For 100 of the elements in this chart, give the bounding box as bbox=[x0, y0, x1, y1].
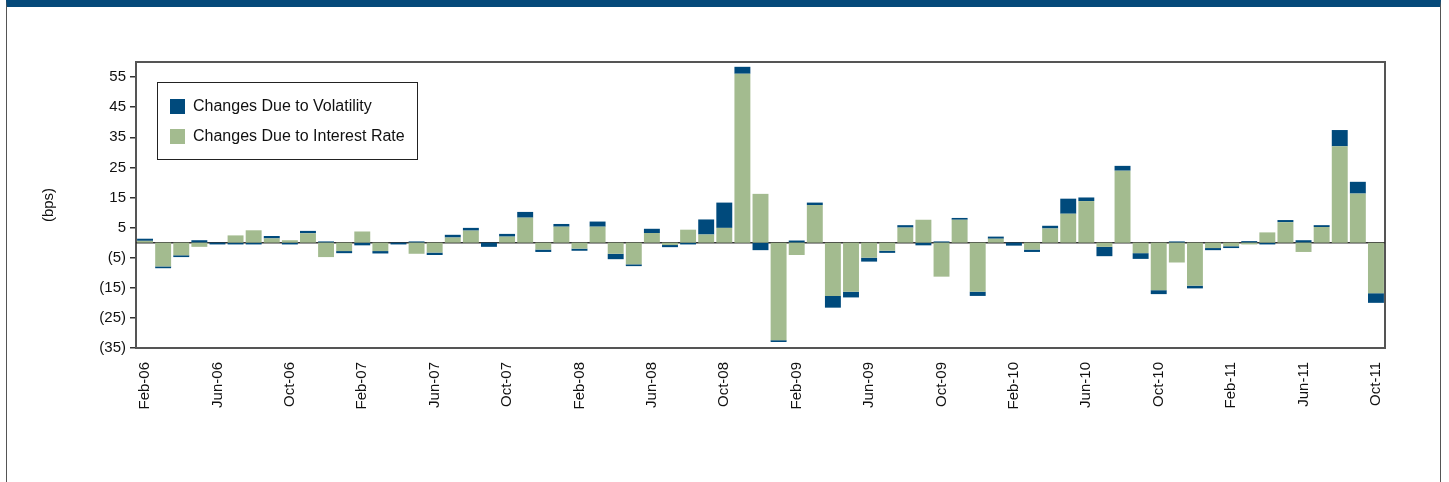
bar bbox=[1150, 242, 1167, 291]
bar bbox=[861, 242, 878, 258]
bar bbox=[1295, 242, 1312, 252]
bar bbox=[824, 295, 841, 308]
bar bbox=[499, 236, 516, 243]
bar bbox=[372, 242, 389, 252]
y-tick-label: 35 bbox=[109, 127, 126, 145]
bar bbox=[1132, 242, 1149, 254]
bar bbox=[1367, 242, 1384, 294]
x-tick-label: Jun-07 bbox=[424, 362, 442, 408]
bar bbox=[589, 226, 606, 243]
bar bbox=[1096, 246, 1113, 257]
bar bbox=[861, 257, 878, 262]
bar bbox=[1259, 232, 1276, 243]
bar bbox=[843, 242, 859, 292]
bar bbox=[1349, 181, 1366, 194]
legend-label: Changes Due to Volatility bbox=[193, 97, 372, 115]
bar bbox=[318, 242, 335, 258]
x-tick-label: Jun-10 bbox=[1076, 362, 1094, 408]
x-tick-label: Jun-09 bbox=[859, 362, 877, 408]
bar bbox=[1060, 198, 1077, 214]
bar bbox=[879, 242, 896, 251]
bar bbox=[1132, 253, 1149, 259]
bar bbox=[245, 230, 262, 243]
bar bbox=[408, 242, 425, 254]
bar bbox=[1150, 290, 1167, 295]
y-tick-label: (25) bbox=[99, 308, 126, 326]
bar bbox=[1168, 242, 1185, 263]
bar bbox=[643, 228, 660, 233]
bar bbox=[553, 226, 570, 243]
bar bbox=[155, 242, 172, 267]
bar bbox=[1331, 146, 1348, 243]
x-tick-label: Feb-11 bbox=[1221, 362, 1239, 409]
bar bbox=[716, 227, 733, 243]
bar bbox=[462, 230, 479, 243]
x-tick-label: Oct-10 bbox=[1148, 362, 1166, 408]
bar bbox=[535, 242, 552, 250]
bar bbox=[1114, 170, 1131, 243]
bar bbox=[951, 219, 968, 243]
bar bbox=[300, 233, 316, 243]
bar bbox=[589, 221, 606, 227]
bar bbox=[879, 250, 896, 253]
bar bbox=[969, 242, 986, 292]
bar bbox=[553, 223, 570, 227]
bar bbox=[752, 193, 769, 243]
bar bbox=[770, 242, 787, 341]
bar bbox=[625, 242, 642, 265]
bar bbox=[788, 240, 805, 243]
x-tick-label: Feb-10 bbox=[1004, 362, 1022, 410]
bar bbox=[987, 236, 1004, 239]
y-tick-label: (35) bbox=[99, 338, 126, 356]
bar bbox=[1349, 193, 1366, 243]
bar bbox=[806, 205, 823, 243]
bar bbox=[969, 291, 986, 296]
bar bbox=[354, 231, 371, 243]
bar bbox=[1205, 242, 1221, 249]
bar bbox=[734, 66, 751, 74]
bar bbox=[1078, 201, 1095, 243]
bar bbox=[1024, 242, 1040, 250]
bar bbox=[1042, 228, 1059, 243]
bar bbox=[444, 234, 461, 238]
bar bbox=[607, 253, 624, 260]
bar bbox=[462, 227, 479, 231]
y-tick-label: (5) bbox=[107, 247, 126, 265]
bar bbox=[698, 219, 715, 235]
bar bbox=[716, 202, 733, 228]
bar bbox=[517, 211, 534, 218]
bar bbox=[336, 251, 353, 254]
bar bbox=[1277, 222, 1294, 243]
x-tick-label: Jun-11 bbox=[1293, 362, 1311, 407]
bar bbox=[607, 242, 624, 254]
bar bbox=[481, 242, 497, 247]
bar bbox=[444, 237, 461, 243]
bar bbox=[517, 217, 534, 243]
bar bbox=[1313, 226, 1330, 243]
bar bbox=[263, 238, 280, 243]
bar bbox=[933, 242, 950, 277]
bar bbox=[191, 242, 208, 247]
bar bbox=[643, 233, 660, 243]
bar bbox=[915, 219, 932, 243]
bar bbox=[987, 238, 1004, 243]
y-tick-label: 5 bbox=[117, 217, 126, 235]
bar bbox=[191, 240, 208, 243]
bar bbox=[734, 73, 751, 243]
bar bbox=[1186, 242, 1203, 286]
x-tick-label: Feb-07 bbox=[352, 362, 370, 410]
x-tick-label: Jun-06 bbox=[207, 362, 225, 408]
bar bbox=[1060, 213, 1077, 243]
bar bbox=[336, 242, 353, 252]
bar bbox=[680, 229, 697, 243]
bar bbox=[788, 242, 805, 255]
bar bbox=[698, 234, 715, 243]
y-tick-label: 15 bbox=[109, 187, 126, 205]
x-tick-label: Feb-09 bbox=[786, 362, 804, 410]
bar bbox=[426, 242, 443, 253]
bar bbox=[227, 235, 244, 243]
x-tick-label: Jun-08 bbox=[642, 362, 660, 408]
bar bbox=[571, 242, 588, 249]
x-tick-label: Oct-11 bbox=[1366, 362, 1384, 406]
bar bbox=[1205, 248, 1221, 251]
